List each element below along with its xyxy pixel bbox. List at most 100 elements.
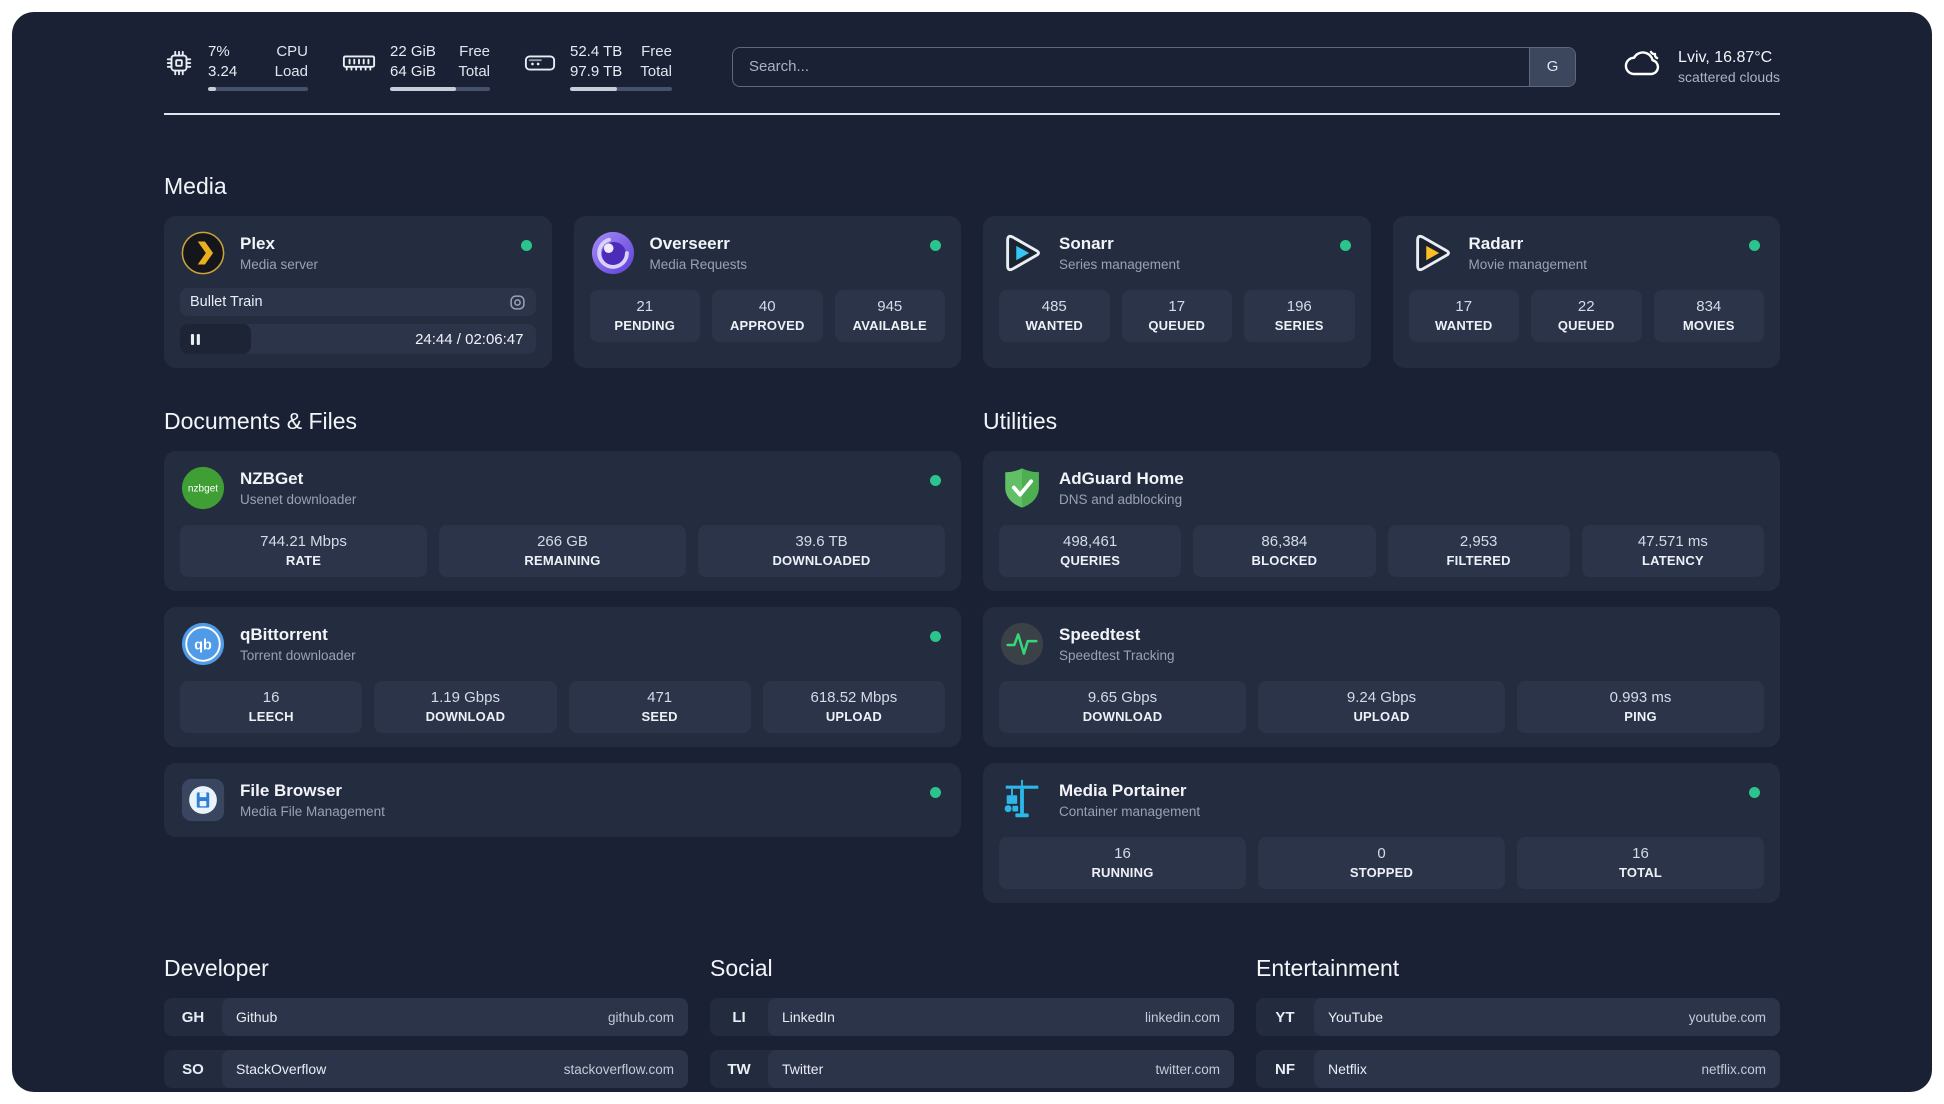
stat-label: QUERIES [1060, 553, 1121, 568]
link-row-twitter[interactable]: TW Twitter twitter.com [710, 1050, 1234, 1088]
link-name: Twitter [782, 1061, 824, 1077]
app-card-titles: Overseerr Media Requests [650, 234, 748, 272]
app-title: Plex [240, 234, 275, 253]
stat-tile: 21 PENDING [589, 290, 700, 342]
link-row-netflix[interactable]: NF Netflix netflix.com [1256, 1050, 1780, 1088]
memory-total: 64 GiB [390, 62, 436, 80]
app-card-portainer[interactable]: Media Portainer Container management 16 … [983, 763, 1780, 903]
cloud-icon [1622, 48, 1664, 85]
app-card-titles: Radarr Movie management [1469, 234, 1588, 272]
link-main: Github github.com [222, 998, 688, 1036]
cpu-label-1: CPU [276, 43, 308, 60]
stat-label: QUEUED [1557, 318, 1615, 333]
stat-tile: 0 STOPPED [1258, 837, 1505, 889]
app-card-radarr[interactable]: Radarr Movie management 17 WANTED 22 QUE… [1392, 216, 1780, 368]
status-dot [930, 631, 941, 642]
radarr-icon [1409, 230, 1455, 276]
app-card-sonarr[interactable]: Sonarr Series management 485 WANTED 17 Q… [983, 216, 1371, 368]
stat-value: 21 [636, 298, 654, 315]
link-row-linkedin[interactable]: LI LinkedIn linkedin.com [710, 998, 1234, 1036]
link-row-github[interactable]: GH Github github.com [164, 998, 688, 1036]
adguard-icon [999, 465, 1045, 511]
app-title: Media Portainer [1059, 781, 1187, 800]
storage-progress-track [570, 87, 672, 91]
link-main: Twitter twitter.com [768, 1050, 1234, 1088]
app-card-overseerr[interactable]: Overseerr Media Requests 21 PENDING 40 A… [573, 216, 961, 368]
media-cards: Plex Media server Bullet Train 24:44 / 0… [164, 216, 1780, 368]
app-card-titles: Plex Media server [240, 234, 318, 272]
stat-row: 16 RUNNING 0 STOPPED 16 TOTAL [999, 837, 1764, 889]
stat-row: 17 WANTED 22 QUEUED 834 MOVIES [1408, 290, 1764, 342]
app-card-plex[interactable]: Plex Media server Bullet Train 24:44 / 0… [164, 216, 552, 368]
utilities-column: Utilities AdGuard Home DNS and adblockin… [983, 408, 1780, 903]
app-card-qbittorrent[interactable]: qb qBittorrent Torrent downloader 16 LEE… [164, 607, 961, 747]
app-subtitle: Movie management [1468, 257, 1588, 272]
stat-row: 21 PENDING 40 APPROVED 945 AVAILABLE [589, 290, 945, 342]
stat-value: 0.993 ms [1609, 689, 1672, 706]
documents-cards: nzbget NZBGet Usenet downloader 744.21 M… [164, 451, 961, 837]
stat-tile: 9.65 Gbps DOWNLOAD [999, 681, 1246, 733]
stat-value: 9.24 Gbps [1346, 689, 1417, 706]
app-subtitle: DNS and adblocking [1059, 492, 1183, 507]
stat-tile: 47.571 ms LATENCY [1581, 525, 1764, 577]
pause-icon[interactable] [190, 333, 201, 346]
stat-value: 0 [1377, 845, 1386, 862]
app-card-filebrowser[interactable]: File Browser Media File Management [164, 763, 961, 837]
top-bar: 7% CPU 3.24 Load 22 GiB Free 64 GiB Total [164, 42, 1780, 91]
link-abbr: GH [181, 1008, 205, 1026]
section-title-utilities: Utilities [983, 408, 1058, 434]
app-card-header: Sonarr Series management [999, 230, 1355, 276]
app-card-header: Plex Media server [180, 230, 536, 276]
link-main: YouTube youtube.com [1314, 998, 1780, 1036]
stat-value: 39.6 TB [795, 533, 848, 550]
status-dot [520, 240, 532, 251]
app-title: Radarr [1468, 234, 1524, 253]
documents-column: Documents & Files nzbget NZBGet Usenet d… [164, 408, 961, 903]
portainer-icon [999, 777, 1045, 823]
stat-tile: 498,461 QUERIES [999, 525, 1182, 577]
status-dot [930, 787, 941, 798]
stat-tile: 17 WANTED [1408, 290, 1519, 342]
stat-label: WANTED [1434, 318, 1493, 333]
app-subtitle: Media File Management [240, 804, 385, 819]
search-provider-button[interactable]: G [1529, 47, 1576, 86]
link-row-youtube[interactable]: YT YouTube youtube.com [1256, 998, 1780, 1036]
app-subtitle: Media server [240, 257, 319, 272]
stat-label: TOTAL [1618, 865, 1663, 880]
stat-label: QUEUED [1148, 318, 1206, 333]
app-subtitle: Torrent downloader [240, 648, 356, 663]
app-card-speedtest[interactable]: Speedtest Speedtest Tracking 9.65 Gbps D… [983, 607, 1780, 747]
app-card-header: Media Portainer Container management [999, 777, 1764, 823]
stat-label: DOWNLOAD [425, 709, 506, 724]
stat-tile: 945 AVAILABLE [834, 290, 945, 342]
stat-value: 618.52 Mbps [810, 689, 898, 706]
stat-value: 834 [1696, 298, 1722, 315]
plex-icon [180, 230, 226, 276]
playback-progress-bar[interactable]: 24:44 / 02:06:47 [180, 324, 536, 354]
memory-icon [342, 48, 376, 78]
link-abbr: SO [182, 1060, 204, 1078]
stat-tile: 22 QUEUED [1531, 290, 1642, 342]
app-card-nzbget[interactable]: nzbget NZBGet Usenet downloader 744.21 M… [164, 451, 961, 591]
link-main: LinkedIn linkedin.com [768, 998, 1234, 1036]
search-input[interactable] [732, 47, 1530, 86]
app-card-titles: Sonarr Series management [1059, 234, 1180, 272]
stat-value: 16 [262, 689, 280, 706]
stat-label: STOPPED [1349, 865, 1414, 880]
section-title-entertainment: Entertainment [1256, 955, 1400, 981]
memory-free: 22 GiB [390, 43, 436, 60]
stat-value: 47.571 ms [1637, 533, 1708, 550]
storage-label-1: Free [641, 43, 672, 60]
link-abbr: YT [1275, 1008, 1295, 1026]
session-icon[interactable] [509, 294, 526, 311]
link-row-stackoverflow[interactable]: SO StackOverflow stackoverflow.com [164, 1050, 688, 1088]
app-card-adguard[interactable]: AdGuard Home DNS and adblocking 498,461 … [983, 451, 1780, 591]
stat-label: UPLOAD [1353, 709, 1410, 724]
weather-widget: Lviv, 16.87°C scattered clouds [1622, 48, 1780, 85]
stat-label: WANTED [1025, 318, 1084, 333]
stat-row: 498,461 QUERIES 86,384 BLOCKED 2,953 FIL… [999, 525, 1764, 577]
stat-tile: 471 SEED [568, 681, 751, 733]
filebrowser-icon [180, 777, 226, 823]
app-title: Sonarr [1059, 234, 1114, 253]
link-url: linkedin.com [1144, 1009, 1220, 1025]
